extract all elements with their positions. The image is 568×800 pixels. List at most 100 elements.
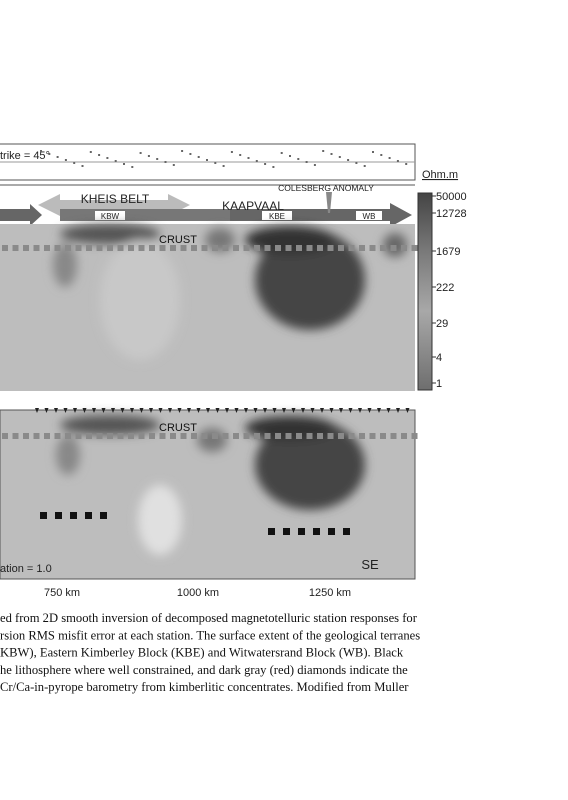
station [222,245,229,251]
station [401,245,407,251]
strike-dot [380,154,383,156]
block-label: KBW [101,212,120,221]
strike-dot [56,156,59,158]
station-triangle [158,408,163,413]
anomaly-label: COLESBERG ANOMALY [278,183,374,193]
station [327,245,334,251]
colorbar-label: 12728 [436,208,467,220]
terrane-arrows: KHEIS BELT KAAPVAAL KBW KBE WB [0,192,412,227]
x-label: 750 km [44,587,80,599]
station [191,433,197,439]
station-triangle [139,408,144,413]
lithosphere-marker [313,528,320,535]
lithosphere-marker [40,512,47,519]
station [12,245,19,251]
station [306,433,313,439]
station [23,433,29,439]
resistivity-panel: CRUST ation = 1.0 SE [0,408,418,580]
lithosphere-marker [328,528,335,535]
station [338,433,344,439]
craton-label: KAAPVAAL [222,199,284,213]
strike-dot [114,160,117,162]
crust-label: CRUST [159,422,197,434]
strike-dot [164,161,167,163]
station-triangle [101,408,106,413]
strike-dot [147,155,150,157]
station-triangle [196,408,201,413]
colorbar-label: 4 [436,352,442,364]
strike-dot [230,151,233,153]
strike-dot [338,156,341,158]
station [411,433,418,439]
station [86,245,92,251]
station [44,433,50,439]
station [128,433,134,439]
colorbar-label: 222 [436,282,454,294]
station [75,245,82,251]
station-triangle [187,408,191,413]
station [12,433,19,439]
station [180,433,187,439]
station [212,245,218,251]
station [128,245,134,251]
station-triangle [244,408,248,413]
caption-line: KBW), Eastern Kimberley Block (KBE) and … [0,646,404,660]
strike-dot [98,154,101,156]
strike-dot [48,153,51,155]
colorbar-label: 50000 [436,191,467,203]
station [117,433,124,439]
station [254,245,260,251]
station [65,245,71,251]
station [96,245,103,251]
station [159,433,166,439]
station [243,245,250,251]
station [317,245,323,251]
strike-dot [313,164,316,166]
strike-dot [89,151,92,153]
station [390,433,397,439]
strike-dot [363,165,366,167]
strike-dot [131,166,134,168]
station [275,433,281,439]
colorbar-label: 1 [436,378,442,390]
strike-dot [73,162,76,164]
block-label: KBE [269,212,285,221]
strike-dot [40,150,42,152]
strike-dot [222,165,225,167]
station [191,245,197,251]
station [33,433,40,439]
strike-strip: trike = 45° [0,143,416,186]
strike-dot [181,150,184,152]
station [170,245,176,251]
strike-dot [347,159,350,161]
station-triangle [92,408,96,413]
strike-dot [123,163,125,165]
colorbar [417,192,433,391]
strike-dot [189,153,192,155]
lithosphere-marker [298,528,305,535]
station [33,245,40,251]
strike-dot [172,164,175,166]
station-triangle [54,408,58,413]
belt-label: KHEIS BELT [81,192,150,206]
station-triangle [320,408,324,413]
station [159,245,166,251]
station [2,245,8,251]
strike-dot [305,161,308,163]
station-triangle [358,408,362,413]
colorbar-label: 29 [436,318,448,330]
station-triangle [310,408,315,413]
station-triangle [130,408,134,413]
station [264,433,271,439]
lithosphere-marker [85,512,92,519]
strike-label: trike = 45° [0,150,50,162]
strike-dot [297,158,300,160]
x-label: 1250 km [309,587,351,599]
station [390,245,397,251]
station [212,433,218,439]
station-triangle [63,408,68,413]
station-triangle [35,408,39,413]
station [359,245,365,251]
station [233,433,239,439]
strike-dot [372,151,374,153]
